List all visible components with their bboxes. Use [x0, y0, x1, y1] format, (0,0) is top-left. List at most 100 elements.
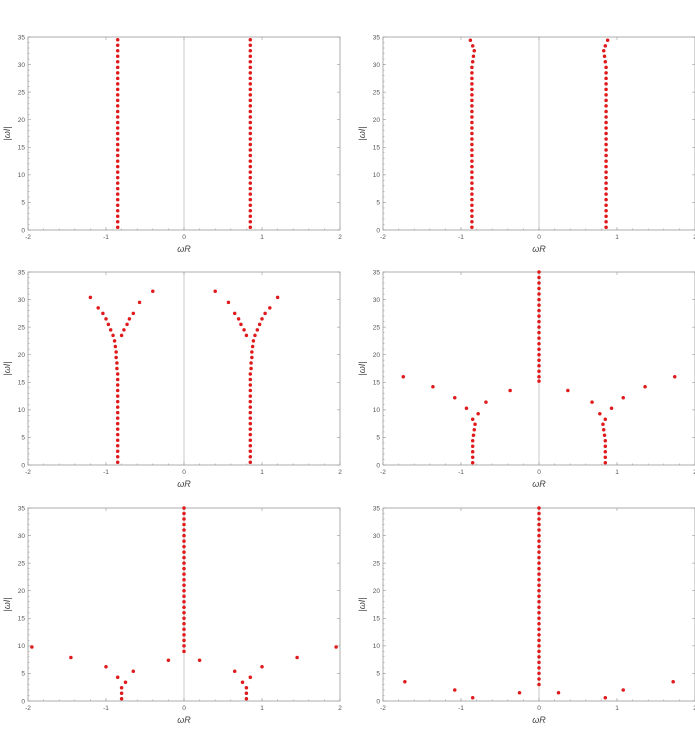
- data-point: [248, 148, 253, 152]
- data-point: [621, 395, 625, 400]
- data-point: [295, 655, 299, 660]
- data-point: [248, 93, 253, 97]
- data-point: [263, 311, 267, 316]
- data-point: [537, 347, 541, 351]
- data-point: [248, 219, 253, 224]
- data-point: [115, 197, 120, 202]
- data-point: [604, 131, 608, 136]
- y-tick-label: 35: [373, 34, 381, 41]
- data-point: [115, 181, 120, 185]
- data-point: [470, 444, 475, 448]
- data-point: [604, 208, 608, 213]
- data-point: [537, 517, 541, 521]
- data-point: [470, 98, 474, 103]
- data-point: [248, 405, 253, 409]
- data-point: [115, 383, 120, 387]
- data-point: [115, 192, 120, 196]
- data-point: [114, 355, 118, 360]
- data-point: [537, 660, 541, 665]
- data-point: [537, 292, 541, 296]
- data-point: [114, 350, 118, 354]
- data-point: [537, 319, 541, 324]
- y-tick-label: 15: [373, 145, 381, 152]
- data-point: [603, 450, 608, 454]
- data-point: [268, 306, 272, 310]
- data-point: [604, 65, 608, 70]
- y-tick-label: 25: [373, 560, 381, 567]
- x-axis-label: ωR: [177, 244, 191, 254]
- data-point: [248, 421, 253, 426]
- data-point: [603, 44, 608, 48]
- data-point: [537, 522, 541, 527]
- data-point: [239, 322, 243, 327]
- data-point: [604, 109, 608, 114]
- data-point: [537, 539, 541, 543]
- y-tick-label: 20: [373, 117, 381, 124]
- data-point: [470, 192, 474, 196]
- y-tick-label: 35: [373, 269, 381, 276]
- x-tick-label: 2: [693, 234, 695, 241]
- data-point: [604, 115, 608, 119]
- y-tick-label: 30: [373, 297, 381, 304]
- data-point: [248, 181, 253, 185]
- data-point: [468, 38, 473, 43]
- data-point: [182, 544, 186, 549]
- data-point: [471, 54, 476, 59]
- data-point: [248, 383, 253, 387]
- data-point: [115, 54, 120, 59]
- data-point: [113, 344, 118, 349]
- data-point: [602, 54, 607, 59]
- x-tick-label: -2: [380, 469, 386, 476]
- data-point: [453, 688, 457, 692]
- data-point: [470, 65, 474, 70]
- data-point: [119, 333, 124, 338]
- data-point: [248, 87, 253, 92]
- y-axis-label: |ωI|: [357, 361, 367, 375]
- data-point: [88, 295, 93, 300]
- data-point: [248, 454, 253, 459]
- data-point: [537, 555, 541, 560]
- data-point: [248, 54, 253, 59]
- data-point: [470, 82, 474, 86]
- data-point: [115, 438, 120, 442]
- data-point: [604, 219, 608, 224]
- data-point: [137, 300, 142, 305]
- data-point: [537, 303, 541, 307]
- data-point: [537, 336, 541, 340]
- data-point: [182, 616, 186, 621]
- data-point: [470, 131, 474, 136]
- data-point: [244, 686, 249, 690]
- data-point: [122, 328, 126, 332]
- data-point: [125, 322, 129, 327]
- data-point: [470, 142, 474, 147]
- data-point: [260, 317, 264, 321]
- data-point: [249, 366, 253, 371]
- data-point: [470, 461, 475, 465]
- data-point: [115, 49, 120, 53]
- data-point: [127, 317, 132, 321]
- data-point: [244, 697, 249, 701]
- data-point: [115, 126, 120, 130]
- data-point: [111, 333, 115, 338]
- data-point: [604, 164, 608, 169]
- data-point: [473, 422, 477, 426]
- data-point: [182, 633, 186, 637]
- data-point: [115, 361, 119, 365]
- data-point: [537, 622, 541, 626]
- data-point: [248, 49, 253, 53]
- data-point: [115, 164, 120, 169]
- data-point: [470, 126, 474, 130]
- data-point: [248, 208, 253, 213]
- data-point: [275, 295, 280, 300]
- data-point: [590, 400, 594, 404]
- data-point: [248, 388, 253, 393]
- data-point: [537, 588, 541, 593]
- y-tick-label: 30: [18, 533, 26, 540]
- data-point: [537, 572, 541, 576]
- data-point: [537, 550, 541, 554]
- data-point: [604, 137, 608, 141]
- data-point: [537, 286, 541, 291]
- data-point: [115, 148, 120, 152]
